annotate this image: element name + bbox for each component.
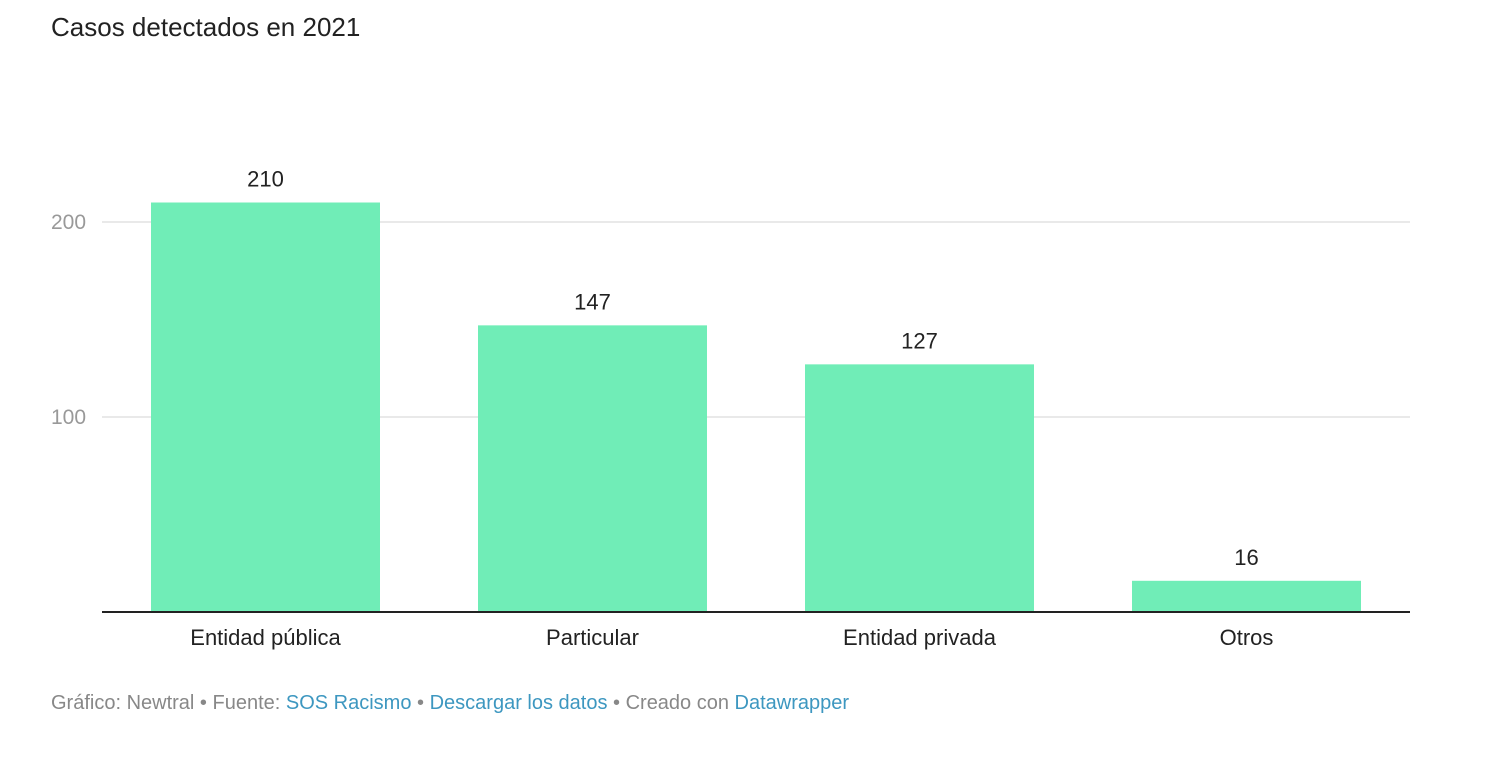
bar xyxy=(151,202,380,612)
x-tick-label: Entidad pública xyxy=(190,625,341,650)
bars xyxy=(151,202,1361,612)
x-axis-tick-labels: Entidad pública Particular Entidad privada… xyxy=(190,625,1273,650)
bar xyxy=(1132,580,1361,612)
footer-created-with: • Creado con xyxy=(607,692,735,714)
y-axis-tick-labels: 100 200 xyxy=(51,211,86,429)
y-tick-label: 100 xyxy=(51,406,86,429)
footer-separator: • xyxy=(411,692,430,714)
bar-value-label: 127 xyxy=(901,328,938,353)
bar xyxy=(805,364,1034,612)
bar-value-label: 16 xyxy=(1234,545,1258,570)
datawrapper-link[interactable]: Datawrapper xyxy=(734,692,850,714)
y-tick-label: 200 xyxy=(51,211,86,234)
source-link[interactable]: SOS Racismo xyxy=(285,692,412,714)
download-data-link[interactable]: Descargar los datos xyxy=(429,692,608,714)
chart-footer: Gráfico: Newtral • Fuente: SOS Racismo •… xyxy=(51,690,849,716)
bar-chart: 100 200 210 147 127 16 Entidad pública Partic… xyxy=(51,167,1410,650)
bar-value-label: 210 xyxy=(247,167,284,192)
x-tick-label: Otros xyxy=(1220,625,1274,650)
x-tick-label: Entidad privada xyxy=(843,625,997,650)
chart-title: Casos detectados en 2021 xyxy=(51,12,361,42)
footer-credit: Gráfico: Newtral • Fuente: xyxy=(51,692,286,714)
bar-value-label: 147 xyxy=(574,289,611,314)
bar xyxy=(478,325,707,612)
data-labels: 210 147 127 16 xyxy=(247,167,1259,570)
x-tick-label: Particular xyxy=(546,625,639,650)
